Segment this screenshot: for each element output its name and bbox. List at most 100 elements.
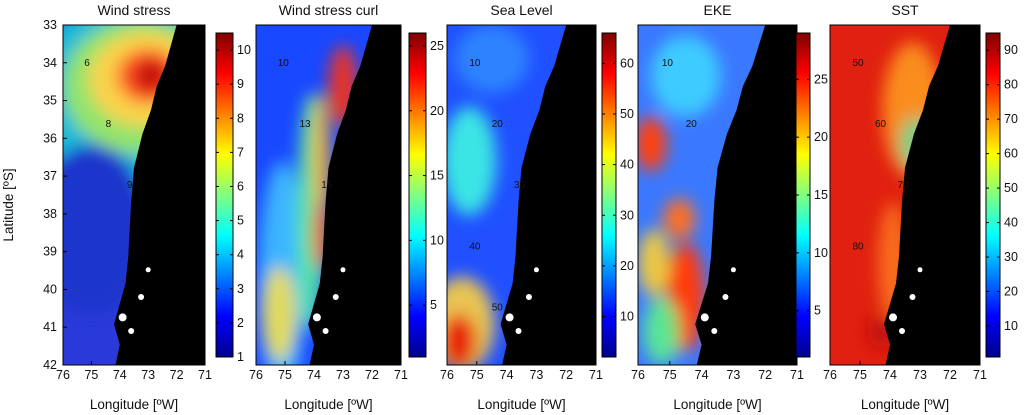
panel-title: Sea Level <box>490 2 552 18</box>
colorbar <box>601 32 617 358</box>
x-tick-label: 71 <box>790 368 804 382</box>
island <box>525 294 532 300</box>
contour-label: 50 <box>853 58 865 69</box>
x-tick-label: 74 <box>695 368 709 382</box>
heatmap-field: 10 13 15 <box>256 25 401 365</box>
contour-label: 13 <box>300 119 312 130</box>
plot-frame <box>62 24 206 366</box>
heatmap-field: 50 60 70 80 <box>830 25 980 365</box>
contour-label: 9 <box>127 180 133 191</box>
contour-label: 40 <box>469 241 481 252</box>
x-axis-label: Longitude [ºW] <box>861 397 949 412</box>
field-blob <box>261 266 297 362</box>
colorbar-tick-label: 10 <box>1004 319 1018 333</box>
plot-frame <box>829 24 981 366</box>
x-tick-label: 75 <box>470 368 484 382</box>
colorbar-tick-label: 7 <box>237 145 244 159</box>
contour-label: 80 <box>853 241 865 252</box>
land-mask <box>695 25 797 365</box>
contour-label: 6 <box>84 58 90 69</box>
colorbar-tick-label: 10 <box>620 310 634 324</box>
island <box>128 328 135 334</box>
colorbar-tick-label: 20 <box>814 130 828 144</box>
x-tick-label: 74 <box>883 368 897 382</box>
colorbar-tick-label: 15 <box>814 188 828 202</box>
field-blob <box>642 297 681 365</box>
x-tick-label: 74 <box>113 368 127 382</box>
island <box>909 294 916 300</box>
y-tick-label: 40 <box>43 282 57 296</box>
contour-label: 10 <box>662 58 674 69</box>
x-tick-label: 75 <box>663 368 677 382</box>
x-tick-label: 73 <box>529 368 543 382</box>
contour-label: 20 <box>686 119 698 130</box>
x-tick-label: 73 <box>726 368 740 382</box>
colorbar-tick-label: 1 <box>237 350 244 364</box>
land-mask <box>884 25 980 365</box>
island <box>889 313 897 322</box>
colorbar-tick-label: 15 <box>430 169 444 183</box>
x-axis-label: Longitude [ºW] <box>284 397 372 412</box>
x-axis-label: Longitude [ºW] <box>477 397 565 412</box>
field-blob <box>447 106 497 216</box>
island <box>711 328 718 334</box>
x-tick-label: 74 <box>307 368 321 382</box>
x-tick-label: 76 <box>249 368 263 382</box>
contour-label: 30 <box>514 180 526 191</box>
y-tick-label: 37 <box>43 169 57 183</box>
contour-label: 20 <box>492 119 504 130</box>
plot-frame <box>446 24 597 366</box>
colorbar-tick-label: 2 <box>237 316 244 330</box>
colorbar-tick-label: 60 <box>1004 147 1018 161</box>
field-blob <box>638 116 667 172</box>
colorbar-tick-label: 5 <box>430 298 437 312</box>
x-axis-label: Longitude [ºW] <box>673 397 761 412</box>
colorbar-tick-label: 20 <box>620 259 634 273</box>
colorbar-tick-label: 8 <box>237 111 244 125</box>
field-blob <box>312 93 330 229</box>
y-tick-label: 33 <box>43 18 57 32</box>
colorbar-tick-label: 20 <box>430 104 444 118</box>
contour-label: 10 <box>469 58 481 69</box>
x-tick-label: 76 <box>440 368 454 382</box>
panel-title: EKE <box>703 2 731 18</box>
heatmap-field: 6 8 9 <box>63 25 205 365</box>
colorbar-tick-label: 25 <box>430 39 444 53</box>
land-mask <box>500 25 596 365</box>
colorbar-tick-label: 30 <box>620 208 634 222</box>
y-tick-label: 42 <box>43 358 57 372</box>
island <box>730 267 736 273</box>
heatmap-field: 10 20 <box>638 25 797 365</box>
x-tick-label: 76 <box>56 368 70 382</box>
colorbar <box>985 32 1001 358</box>
colorbar-tick-label: 60 <box>620 56 634 70</box>
x-tick-label: 73 <box>141 368 155 382</box>
plot-frame <box>255 24 402 366</box>
colorbar-tick-label: 9 <box>237 77 244 91</box>
colorbar-tick-label: 30 <box>1004 250 1018 264</box>
x-tick-label: 76 <box>823 368 837 382</box>
colorbar-tick-label: 3 <box>237 282 244 296</box>
panel-title: SST <box>891 2 919 18</box>
field-blob <box>447 314 477 365</box>
field-blob <box>454 25 529 93</box>
panel-sst: 50 60 70 80 SST 76 75 74 73 72 71 Longitude [ºW] 10 2… <box>823 2 1018 412</box>
island <box>722 294 729 300</box>
colorbar-tick-label: 10 <box>430 233 444 247</box>
field-blob <box>650 35 721 117</box>
y-axis-label: Latitude [ºS] <box>1 168 16 241</box>
x-tick-label: 75 <box>84 368 98 382</box>
x-tick-label: 75 <box>278 368 292 382</box>
field-blob <box>663 198 696 240</box>
y-tick-label: 35 <box>43 94 57 108</box>
colorbar-tick-label: 4 <box>237 248 244 262</box>
colorbar-tick-label: 40 <box>1004 216 1018 230</box>
colorbar-tick-label: 40 <box>620 158 634 172</box>
panel-eke: 10 20 EKE 76 75 74 73 72 71 Longitude [ºW] 5 10 15 20… <box>631 2 828 412</box>
island <box>505 313 514 322</box>
colorbar-tick-label: 50 <box>620 107 634 121</box>
x-tick-label: 71 <box>394 368 408 382</box>
land-mask <box>308 25 401 365</box>
